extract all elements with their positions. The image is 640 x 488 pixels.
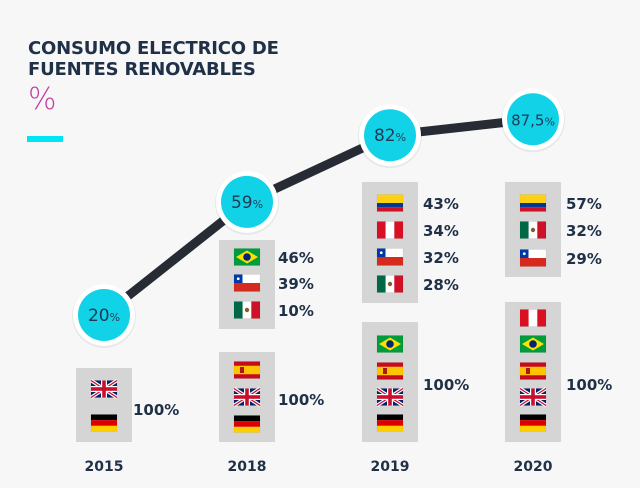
group-percentage: 100% — [566, 376, 612, 394]
value-bubble-2019: 82% — [358, 104, 422, 169]
group-percentage: 100% — [278, 391, 324, 409]
flag-chile-icon — [233, 274, 261, 292]
year-2018-group-2: 100% — [219, 352, 324, 442]
flag-brazil-icon — [519, 335, 547, 353]
trend-line — [99, 114, 538, 320]
flag-brazil-icon — [376, 335, 404, 353]
value-bubble-2020: 87,5% — [501, 88, 565, 153]
chart-title-line-1: CONSUMO ELECTRICO DE — [28, 38, 279, 59]
chart-title-line-2: FUENTES RENOVABLES — [28, 59, 256, 80]
data-point — [221, 175, 273, 228]
value-bubble-2015: 20% — [72, 284, 136, 348]
flag-germany-icon — [90, 414, 118, 432]
group-percentage: 100% — [423, 376, 469, 394]
flag-uk-icon — [90, 378, 118, 400]
year-2015-group-1: 100% — [76, 368, 179, 442]
flag-mexico-icon — [233, 301, 261, 319]
flag-spain-icon — [519, 362, 547, 380]
country-percentage: 10% — [278, 302, 314, 320]
percent-symbol: % — [28, 82, 57, 117]
country-percentage: 28% — [423, 276, 459, 294]
flag-germany-icon — [376, 414, 404, 432]
accent-bar — [27, 136, 63, 142]
flag-peru-icon — [376, 221, 404, 239]
country-percentage: 32% — [566, 222, 602, 240]
flag-spain-icon — [376, 362, 404, 380]
flag-panels: 100% 46% 39% 10% 100% 43% 34% 32% 28% 100% 57% 32% 2… — [76, 182, 612, 442]
x-tick-label: 2015 — [85, 459, 124, 475]
data-label: 82% — [374, 126, 406, 146]
x-tick-label: 2018 — [228, 459, 267, 475]
flag-uk-icon — [233, 386, 261, 408]
flag-colombia-icon — [376, 194, 404, 212]
country-percentage: 29% — [566, 250, 602, 268]
year-2019-group-1: 43% 34% 32% 28% — [362, 182, 459, 303]
year-labels: 2015 2018 2019 2020 — [85, 459, 553, 475]
chart-title: CONSUMO ELECTRICO DE FUENTES RENOVABLES — [28, 38, 279, 80]
flag-chile-icon — [376, 248, 404, 266]
country-percentage: 46% — [278, 249, 314, 267]
flag-spain-icon — [233, 361, 261, 379]
value-bubbles: 20% 59% 82% 87,5% — [72, 88, 565, 348]
year-2018-group-1: 46% 39% 10% — [219, 240, 314, 329]
flag-mexico-icon — [519, 221, 547, 239]
data-point — [78, 289, 130, 341]
data-label: 87,5% — [511, 111, 555, 129]
data-point — [364, 109, 416, 162]
country-percentage: 34% — [423, 222, 459, 240]
x-tick-label: 2019 — [371, 459, 410, 475]
flag-mexico-icon — [376, 275, 404, 293]
flag-chile-icon — [519, 249, 547, 267]
flag-brazil-icon — [233, 248, 261, 266]
year-2020-group-1: 57% 32% 29% — [505, 182, 602, 277]
data-label: 59% — [231, 193, 263, 213]
country-percentage: 32% — [423, 249, 459, 267]
country-percentage: 57% — [566, 195, 602, 213]
year-2019-group-2: 100% — [362, 322, 469, 442]
year-2020-group-2: 100% — [505, 302, 612, 442]
country-percentage: 39% — [278, 275, 314, 293]
flag-uk-icon — [519, 386, 547, 408]
data-point — [507, 93, 559, 146]
group-percentage: 100% — [133, 401, 179, 419]
flag-colombia-icon — [519, 194, 547, 212]
x-tick-label: 2020 — [514, 459, 553, 475]
flag-uk-icon — [376, 386, 404, 408]
country-percentage: 43% — [423, 195, 459, 213]
flag-germany-icon — [233, 415, 261, 433]
data-label: 20% — [88, 306, 120, 326]
value-bubble-2018: 59% — [215, 170, 279, 235]
flag-peru-icon — [519, 309, 547, 327]
flag-germany-icon — [519, 414, 547, 432]
